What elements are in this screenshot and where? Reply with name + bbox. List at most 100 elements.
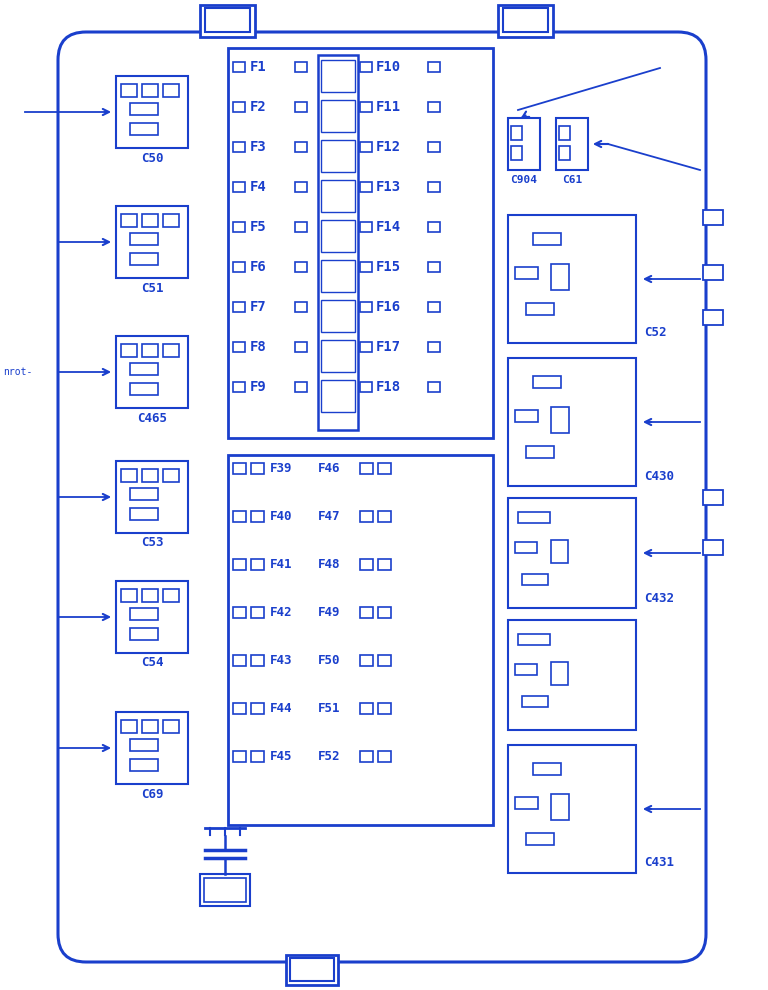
Bar (360, 511, 373, 522)
Bar (116, 206, 188, 278)
Bar (233, 607, 246, 618)
Bar (233, 302, 245, 312)
Text: F42: F42 (270, 606, 293, 619)
Bar (251, 655, 264, 666)
Text: F11: F11 (376, 100, 401, 114)
Text: F41: F41 (270, 557, 293, 570)
Text: F10: F10 (376, 60, 401, 74)
Bar (233, 262, 245, 272)
Bar (295, 62, 307, 72)
Bar (508, 620, 636, 730)
Bar (116, 461, 188, 533)
Bar (503, 8, 548, 32)
Bar (559, 146, 570, 160)
Bar (321, 100, 355, 132)
Bar (321, 340, 355, 372)
Bar (142, 720, 158, 733)
Bar (360, 182, 372, 192)
Text: F46: F46 (318, 461, 340, 474)
Bar (142, 84, 158, 97)
Bar (233, 511, 246, 522)
Bar (428, 342, 440, 352)
Text: F15: F15 (376, 260, 401, 274)
Bar (233, 142, 245, 152)
FancyBboxPatch shape (58, 32, 706, 962)
Bar (233, 463, 246, 474)
Bar (286, 955, 338, 985)
Bar (233, 382, 245, 392)
Bar (378, 559, 391, 570)
Bar (205, 8, 250, 32)
Bar (130, 103, 158, 115)
Bar (378, 607, 391, 618)
Bar (116, 581, 188, 653)
Text: C51: C51 (141, 281, 164, 294)
Bar (551, 794, 569, 820)
Bar (703, 310, 723, 325)
Bar (163, 469, 179, 482)
Bar (233, 342, 245, 352)
Bar (511, 146, 522, 160)
Bar (233, 751, 246, 762)
Bar (121, 84, 137, 97)
Text: F13: F13 (376, 180, 401, 194)
Bar (163, 720, 179, 733)
Bar (295, 102, 307, 112)
Bar (518, 634, 550, 645)
Bar (121, 720, 137, 733)
Bar (498, 5, 553, 37)
Bar (428, 302, 440, 312)
Bar (556, 118, 588, 170)
Bar (378, 655, 391, 666)
Text: F1: F1 (250, 60, 266, 74)
Bar (378, 463, 391, 474)
Bar (703, 540, 723, 555)
Bar (121, 469, 137, 482)
Bar (233, 703, 246, 714)
Bar (116, 336, 188, 408)
Bar (295, 302, 307, 312)
Bar (551, 662, 568, 685)
Bar (200, 874, 250, 906)
Bar (360, 751, 373, 762)
Bar (428, 262, 440, 272)
Bar (360, 559, 373, 570)
Bar (233, 62, 245, 72)
Bar (551, 264, 569, 290)
Bar (515, 410, 538, 422)
Text: C432: C432 (644, 591, 674, 605)
Text: C69: C69 (141, 787, 164, 801)
Text: C465: C465 (137, 412, 167, 425)
Text: F45: F45 (270, 749, 293, 762)
Bar (200, 5, 255, 37)
Text: F49: F49 (318, 606, 340, 619)
Bar (130, 628, 158, 640)
Bar (360, 62, 372, 72)
Text: C430: C430 (644, 469, 674, 482)
Bar (321, 180, 355, 212)
Text: F14: F14 (376, 220, 401, 234)
Bar (522, 696, 548, 707)
Bar (130, 739, 158, 751)
Text: F51: F51 (318, 702, 340, 715)
Bar (163, 214, 179, 227)
Text: F4: F4 (250, 180, 266, 194)
Text: F48: F48 (318, 557, 340, 570)
Text: F16: F16 (376, 300, 401, 314)
Bar (360, 102, 372, 112)
Bar (130, 233, 158, 245)
Bar (116, 76, 188, 148)
Bar (251, 751, 264, 762)
Text: C54: C54 (141, 656, 164, 669)
Text: F5: F5 (250, 220, 266, 234)
Bar (295, 382, 307, 392)
Bar (360, 302, 372, 312)
Text: F3: F3 (250, 140, 266, 154)
Bar (360, 655, 373, 666)
Bar (508, 498, 636, 608)
Bar (233, 102, 245, 112)
Bar (515, 267, 538, 279)
Bar (533, 233, 561, 245)
Bar (378, 751, 391, 762)
Bar (515, 664, 537, 675)
